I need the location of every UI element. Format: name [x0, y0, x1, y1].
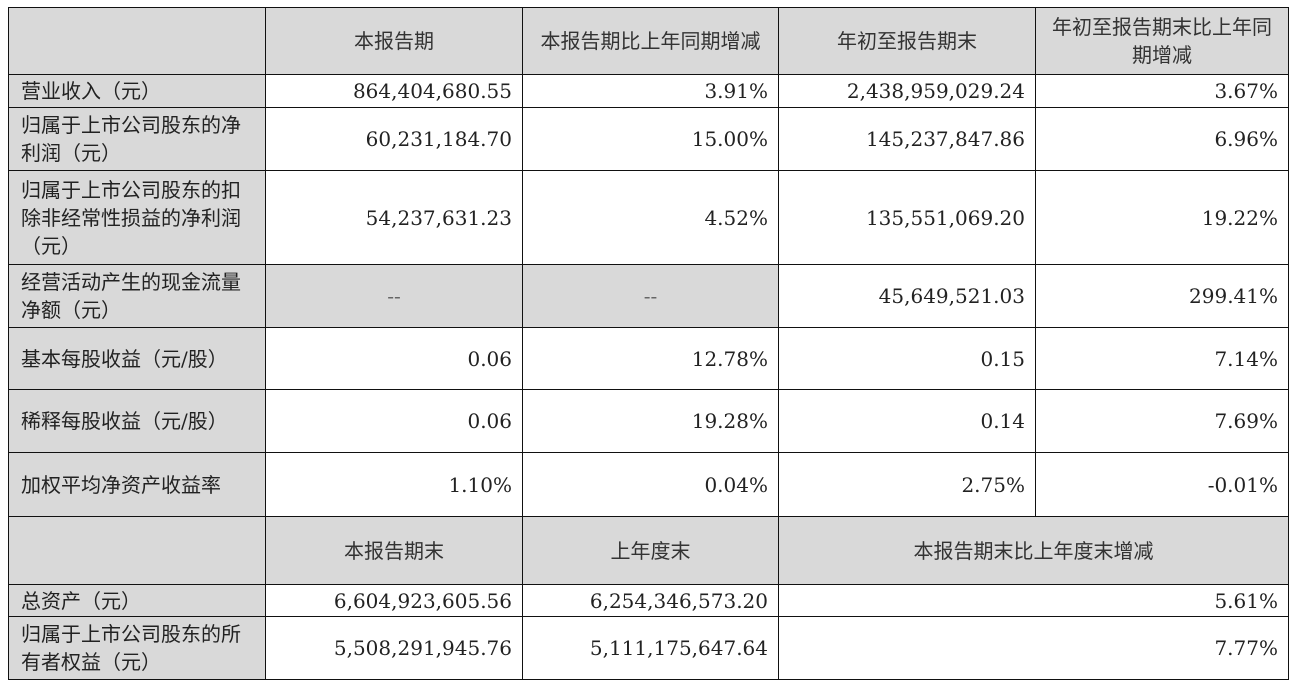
cell: 5,111,175,647.64: [522, 616, 779, 680]
cell: 864,404,680.55: [265, 74, 523, 108]
cell: 19.22%: [1035, 170, 1289, 265]
header-current-period-yoy: 本报告期比上年同期增减: [522, 7, 779, 75]
cell: 5.61%: [778, 584, 1289, 617]
cell: 5,508,291,945.76: [265, 616, 523, 680]
header-ytd: 年初至报告期末: [778, 7, 1036, 75]
cell: 2.75%: [778, 452, 1036, 517]
cell: 299.41%: [1035, 264, 1289, 328]
cell: 6.96%: [1035, 107, 1289, 171]
cell: 6,254,346,573.20: [522, 584, 779, 617]
table-row: 归属于上市公司股东的所有者权益（元） 5,508,291,945.76 5,11…: [8, 616, 1289, 680]
cell: 2,438,959,029.24: [778, 74, 1036, 108]
header-prior-year-end: 上年度末: [522, 516, 779, 585]
header-current-period: 本报告期: [265, 7, 523, 75]
table-row: 基本每股收益（元/股） 0.06 12.78% 0.15 7.14%: [8, 327, 1289, 390]
row-label: 归属于上市公司股东的扣除非经常性损益的净利润（元）: [8, 170, 266, 265]
cell: -0.01%: [1035, 452, 1289, 517]
cell: 0.06: [265, 389, 523, 453]
row-label: 营业收入（元）: [8, 74, 266, 108]
cell: 0.15: [778, 327, 1036, 390]
row-label: 归属于上市公司股东的所有者权益（元）: [8, 616, 266, 680]
cell: 54,237,631.23: [265, 170, 523, 265]
cell: 0.06: [265, 327, 523, 390]
table-row: 加权平均净资产收益率 1.10% 0.04% 2.75% -0.01%: [8, 452, 1289, 517]
table-row: 经营活动产生的现金流量净额（元） -- -- 45,649,521.03 299…: [8, 264, 1289, 328]
cell: 3.67%: [1035, 74, 1289, 108]
cell: 7.69%: [1035, 389, 1289, 453]
cell: 7.14%: [1035, 327, 1289, 390]
cell: 0.14: [778, 389, 1036, 453]
header-blank: [8, 516, 266, 585]
cell: 1.10%: [265, 452, 523, 517]
table-row: 归属于上市公司股东的扣除非经常性损益的净利润（元） 54,237,631.23 …: [8, 170, 1289, 265]
cell: 19.28%: [522, 389, 779, 453]
cell: 12.78%: [522, 327, 779, 390]
cell: 0.04%: [522, 452, 779, 517]
cell-empty: --: [265, 264, 523, 328]
table-row: 营业收入（元） 864,404,680.55 3.91% 2,438,959,0…: [8, 74, 1289, 108]
row-label: 归属于上市公司股东的净利润（元）: [8, 107, 266, 171]
table-row: 归属于上市公司股东的净利润（元） 60,231,184.70 15.00% 14…: [8, 107, 1289, 171]
header-ytd-yoy: 年初至报告期末比上年同期增减: [1035, 7, 1289, 75]
header-change-vs-prior-year-end: 本报告期末比上年度末增减: [778, 516, 1289, 585]
header-blank: [8, 7, 266, 75]
header-row: 本报告期 本报告期比上年同期增减 年初至报告期末 年初至报告期末比上年同期增减: [8, 7, 1289, 75]
cell-empty: --: [522, 264, 779, 328]
row-label: 经营活动产生的现金流量净额（元）: [8, 264, 266, 328]
cell: 60,231,184.70: [265, 107, 523, 171]
cell: 7.77%: [778, 616, 1289, 680]
header-period-end: 本报告期末: [265, 516, 523, 585]
row-label: 总资产（元）: [8, 584, 266, 617]
header-row-2: 本报告期末 上年度末 本报告期末比上年度末增减: [8, 516, 1289, 585]
cell: 135,551,069.20: [778, 170, 1036, 265]
cell: 45,649,521.03: [778, 264, 1036, 328]
table-row: 稀释每股收益（元/股） 0.06 19.28% 0.14 7.69%: [8, 389, 1289, 453]
row-label: 基本每股收益（元/股）: [8, 327, 266, 390]
cell: 15.00%: [522, 107, 779, 171]
cell: 145,237,847.86: [778, 107, 1036, 171]
financial-summary-table: 本报告期 本报告期比上年同期增减 年初至报告期末 年初至报告期末比上年同期增减 …: [8, 7, 1289, 680]
row-label: 加权平均净资产收益率: [8, 452, 266, 517]
cell: 6,604,923,605.56: [265, 584, 523, 617]
row-label: 稀释每股收益（元/股）: [8, 389, 266, 453]
cell: 4.52%: [522, 170, 779, 265]
cell: 3.91%: [522, 74, 779, 108]
table-row: 总资产（元） 6,604,923,605.56 6,254,346,573.20…: [8, 584, 1289, 617]
